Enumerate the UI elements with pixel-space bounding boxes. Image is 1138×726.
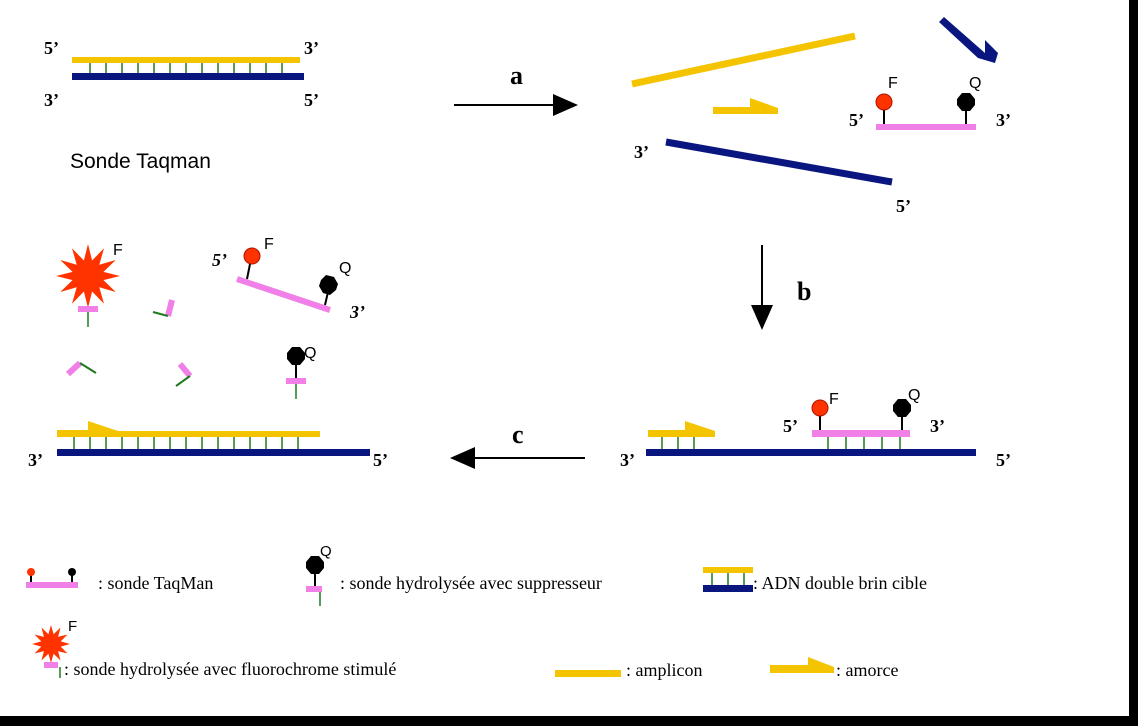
label-Q-br: Q xyxy=(908,387,920,404)
label-5prime-displaced: 5’ xyxy=(212,250,227,270)
frame-border-bottom xyxy=(0,716,1138,726)
arrowhead-a xyxy=(553,94,578,116)
base-pair-rungs xyxy=(89,63,283,73)
legend-probe-text: : sonde TaqMan xyxy=(98,573,213,593)
target-strand-bl xyxy=(57,449,370,456)
label-F-br: F xyxy=(829,391,839,408)
ds-dna-top-left xyxy=(72,57,304,80)
quencher-icon xyxy=(287,347,305,365)
label-Q-free: Q xyxy=(969,75,981,92)
legend-Q-label: Q xyxy=(320,543,332,560)
label-3prime-strand: 3’ xyxy=(634,142,649,162)
label-5prime-bl2: 5’ xyxy=(373,450,388,470)
label-F-star: F xyxy=(113,242,123,259)
fluorophore-icon xyxy=(243,247,261,265)
legend-F-label: F xyxy=(68,618,77,635)
legend-dsdna-icon xyxy=(703,567,753,592)
label-3prime-bl: 3’ xyxy=(44,90,59,110)
quencher-icon xyxy=(957,93,975,111)
label-3prime-br: 3’ xyxy=(620,450,635,470)
target-strand-br xyxy=(646,449,976,456)
legend-primer-icon xyxy=(770,657,834,673)
arrowhead-c xyxy=(450,447,475,469)
legend-primer-text: : amorce xyxy=(836,660,898,680)
legend-probe-icon xyxy=(26,568,78,588)
legend-hydro-fluoro-icon xyxy=(32,625,70,678)
hydrolysed-fragments xyxy=(65,299,193,387)
hydrolysed-quencher-piece xyxy=(286,347,306,399)
extended-amplicon xyxy=(57,421,320,437)
target-strand xyxy=(72,73,304,80)
label-Q-piece: Q xyxy=(304,345,316,362)
primer-free xyxy=(713,98,778,114)
label-3prime-probe: 3’ xyxy=(996,110,1011,130)
label-3prime-bl2: 3’ xyxy=(28,450,43,470)
label-5prime-strand: 5’ xyxy=(896,196,911,216)
step-b-label: b xyxy=(797,277,811,306)
label-5prime-br: 5’ xyxy=(304,90,319,110)
amplicon-strand xyxy=(72,57,300,63)
label-5prime-br2: 5’ xyxy=(996,450,1011,470)
frame-border-right xyxy=(1129,0,1138,726)
legend-amplicon-text: : amplicon xyxy=(626,660,702,680)
fluorophore-stimulated-icon xyxy=(56,244,120,327)
legend-hydro-quencher-text: : sonde hydrolysée avec suppresseur xyxy=(340,573,602,593)
quencher-icon xyxy=(319,275,338,295)
amplicon-rungs xyxy=(73,437,299,449)
label-5prime-probe-br: 5’ xyxy=(783,416,798,436)
step-a-label: a xyxy=(510,61,523,90)
label-F-displaced: F xyxy=(264,236,274,253)
probe-strand xyxy=(876,124,976,130)
step-c-label: c xyxy=(512,420,524,449)
fluorophore-icon xyxy=(875,93,893,111)
probe-annealed xyxy=(812,430,910,437)
primer-reverse xyxy=(939,17,998,63)
legend-hydro-quencher-icon xyxy=(306,556,324,606)
probe-displaced xyxy=(236,247,338,313)
label-3prime-displaced: 3’ xyxy=(349,302,365,322)
legend-hydro-fluoro-text: : sonde hydrolysée avec fluorochrome sti… xyxy=(64,659,396,679)
target-single-strand xyxy=(665,138,893,186)
label-5prime-tl: 5’ xyxy=(44,38,59,58)
arrowhead-b xyxy=(751,305,773,330)
amplicon-single-strand xyxy=(631,32,856,88)
label-F-free: F xyxy=(888,75,898,92)
legend-dsdna-text: : ADN double brin cible xyxy=(753,573,927,593)
title-sonde-taqman: Sonde Taqman xyxy=(70,150,211,173)
label-Q-displaced: Q xyxy=(339,260,351,277)
label-5prime-probe: 5’ xyxy=(849,110,864,130)
label-3prime-tr: 3’ xyxy=(304,38,319,58)
quencher-icon xyxy=(893,399,911,417)
probe-rungs xyxy=(827,437,901,449)
primer-annealed xyxy=(648,421,715,437)
legend-amplicon-icon xyxy=(555,670,621,677)
label-3prime-probe-br: 3’ xyxy=(930,416,945,436)
probe-free xyxy=(875,93,976,130)
fluorophore-icon xyxy=(811,399,829,417)
primer-rungs xyxy=(661,437,695,449)
